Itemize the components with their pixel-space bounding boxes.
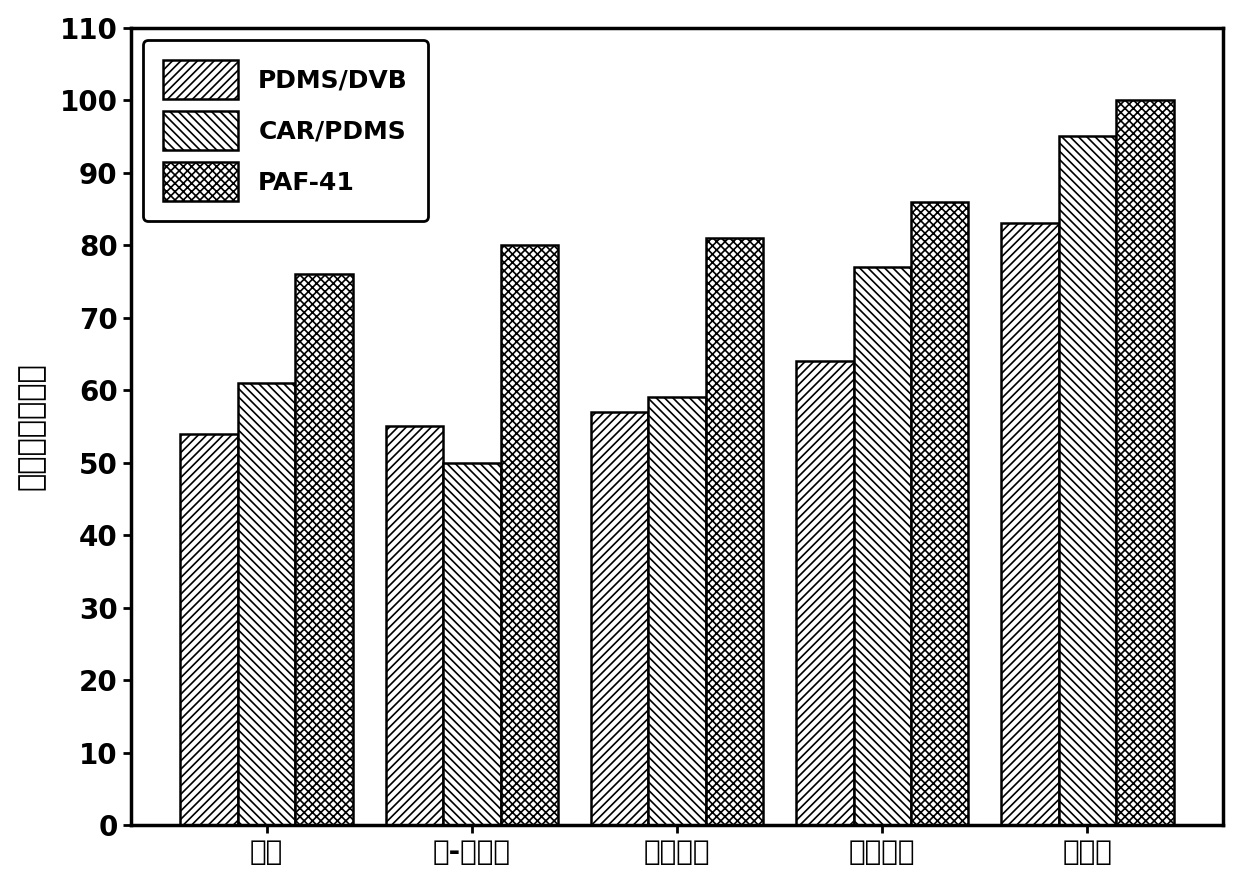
- Bar: [1059, 136, 1116, 825]
- Legend: PDMS/DVB, CAR/PDMS, PAF-41: PDMS/DVB, CAR/PDMS, PAF-41: [144, 40, 428, 221]
- Bar: [706, 238, 764, 825]
- Bar: [649, 397, 706, 825]
- Bar: [1001, 223, 1059, 825]
- Bar: [590, 411, 649, 825]
- Bar: [295, 274, 353, 825]
- Bar: [1116, 100, 1174, 825]
- Bar: [796, 361, 853, 825]
- Bar: [501, 245, 558, 825]
- Bar: [853, 267, 911, 825]
- Bar: [180, 434, 238, 825]
- Y-axis label: 归一化的萌取量: 归一化的萌取量: [16, 363, 46, 490]
- Bar: [386, 426, 443, 825]
- Bar: [911, 201, 968, 825]
- Bar: [238, 383, 295, 825]
- Bar: [443, 463, 501, 825]
